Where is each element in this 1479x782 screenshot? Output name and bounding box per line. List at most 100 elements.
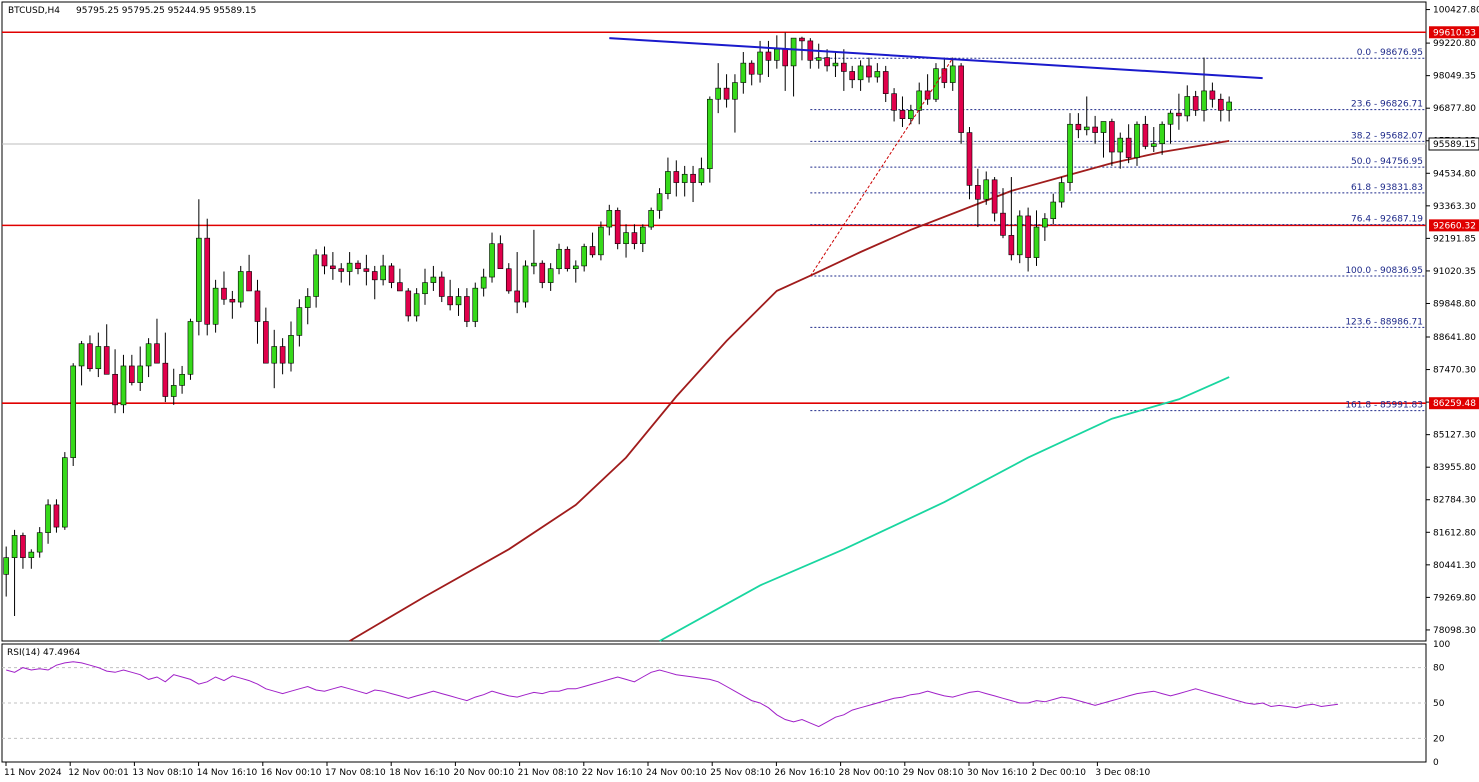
candle-body — [1201, 90, 1207, 111]
candle-body — [581, 246, 587, 267]
candle-body — [815, 57, 822, 61]
candle-body — [355, 262, 361, 270]
price-tick-label: 92191.85 — [1433, 234, 1476, 244]
candle-body — [1050, 201, 1057, 220]
resistance-trendline — [609, 37, 1263, 80]
candle-body — [279, 346, 286, 364]
time-tick-label: 18 Nov 16:10 — [389, 768, 450, 778]
candle-body — [1184, 96, 1191, 117]
time-tick-label: 30 Nov 16:10 — [967, 768, 1028, 778]
candle-body — [631, 232, 638, 245]
candle-body — [1100, 121, 1107, 133]
candle-body — [648, 210, 654, 228]
candle-body — [1067, 123, 1073, 183]
time-tick-label: 25 Nov 08:10 — [710, 768, 771, 778]
candle-body — [78, 343, 85, 367]
candle-body — [916, 90, 923, 111]
candle-body — [480, 276, 487, 289]
candle-body — [899, 110, 906, 119]
price-tick-label: 80441.30 — [1433, 561, 1476, 571]
current-price-label: 95589.15 — [1433, 140, 1476, 150]
price-tick-label: 82784.30 — [1433, 496, 1476, 506]
time-tick-label: 26 Nov 16:10 — [774, 768, 835, 778]
candle-body — [36, 532, 43, 553]
time-tick-label: 21 Nov 08:10 — [518, 768, 579, 778]
candle-body — [589, 246, 596, 256]
fib-level-label: 123.6 - 88986.71 — [1345, 317, 1423, 327]
candle-body — [87, 343, 93, 370]
candle-body — [1109, 121, 1115, 153]
price-tick-label: 99220.80 — [1433, 39, 1476, 49]
level-price-tag — [1429, 26, 1479, 39]
rsi-line — [6, 661, 1339, 728]
time-tick-label: 3 Dec 08:10 — [1095, 768, 1150, 778]
candle-body — [505, 268, 512, 292]
rsi-tick-label: 0 — [1433, 758, 1439, 768]
price-tick-label: 83955.80 — [1433, 463, 1476, 473]
candle-body — [237, 271, 244, 303]
candle-body — [924, 90, 931, 100]
candle-body — [690, 173, 696, 183]
candle-body — [1042, 218, 1048, 228]
candle-body — [698, 168, 705, 183]
price-axis: 100427.8099220.8098049.3596877.8095706.2… — [1426, 6, 1479, 636]
candle-body — [991, 179, 998, 214]
main-frame-border — [1, 1, 1427, 642]
time-tick-label: 28 Nov 00:10 — [839, 768, 900, 778]
price-tick-label: 96877.80 — [1433, 104, 1476, 114]
candle-body — [53, 504, 60, 528]
candle-body — [1092, 126, 1098, 133]
candle-body — [1142, 123, 1149, 147]
candle-body — [790, 37, 797, 67]
time-tick-label: 20 Nov 00:10 — [453, 768, 514, 778]
candle-body — [1150, 143, 1157, 147]
candle-body — [397, 282, 403, 292]
candle-body — [774, 48, 780, 61]
candle-body — [514, 290, 520, 303]
candle-body — [522, 265, 529, 303]
price-tick-label: 98049.35 — [1433, 72, 1476, 82]
trend-lines — [609, 37, 1263, 277]
fib-level-label: 0.0 - 98676.95 — [1357, 48, 1423, 58]
candle-body — [472, 287, 479, 322]
candle-body — [882, 71, 889, 94]
candle-body — [497, 243, 504, 270]
rsi-tick-label: 50 — [1433, 699, 1445, 709]
candle-body — [740, 62, 747, 83]
time-tick-label: 13 Nov 08:10 — [132, 768, 193, 778]
candle-body — [246, 271, 252, 292]
moving-average-line — [659, 376, 1230, 642]
candle-body — [614, 210, 621, 245]
main-chart-frame — [1, 1, 1427, 642]
candle-body — [405, 290, 412, 317]
candle-body — [799, 37, 805, 42]
candle-body — [1125, 137, 1132, 158]
candle-body — [422, 282, 428, 295]
moving-averages — [349, 140, 1230, 642]
candle-body — [1167, 112, 1174, 125]
candle-body — [572, 265, 579, 270]
candle-body — [1058, 182, 1065, 203]
price-tick-label: 89848.80 — [1433, 299, 1476, 309]
candle-body — [70, 365, 77, 458]
candle-body — [221, 287, 227, 300]
candle-body — [681, 173, 688, 183]
current-price-tag — [1428, 137, 1479, 151]
candle-body — [757, 51, 763, 75]
candle-body — [598, 226, 604, 256]
candle-body — [196, 237, 202, 322]
fib-level-label: 100.0 - 90836.95 — [1345, 266, 1423, 276]
level-price-label: 99610.93 — [1433, 28, 1476, 38]
price-tick-label: 79269.80 — [1433, 593, 1476, 603]
candle-body — [112, 373, 118, 406]
candle-body — [489, 243, 495, 278]
fib-level-label: 23.6 - 96826.71 — [1351, 100, 1423, 110]
candle-body — [539, 262, 546, 283]
level-price-label: 86259.48 — [1433, 399, 1476, 409]
level-price-tag — [1429, 397, 1479, 410]
moving-average-line — [349, 140, 1230, 642]
candle-body — [841, 62, 847, 72]
candle-body — [908, 110, 914, 119]
candle-body — [45, 504, 51, 533]
